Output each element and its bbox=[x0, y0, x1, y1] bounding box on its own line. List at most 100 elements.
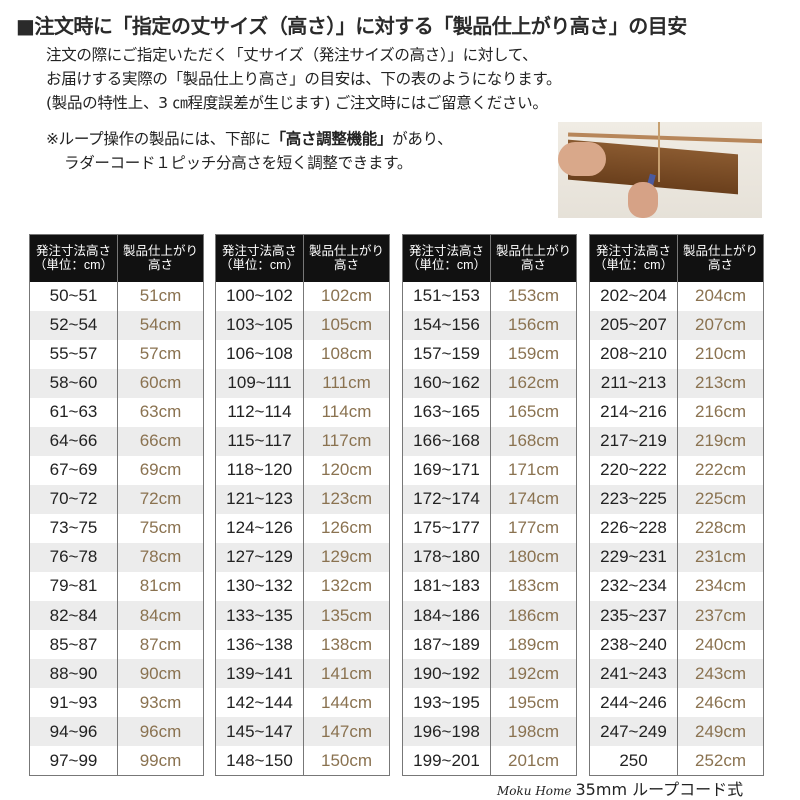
table-row: 220~222 222cm bbox=[589, 455, 764, 485]
table-row: 214~216 216cm bbox=[589, 397, 764, 427]
table-row: 193~195 195cm bbox=[402, 688, 577, 718]
order-size-cell: 211~213 bbox=[589, 368, 678, 398]
order-size-cell: 223~225 bbox=[589, 484, 678, 514]
order-size-cell: 181~183 bbox=[402, 571, 491, 602]
table-row: 124~126 126cm bbox=[215, 513, 390, 543]
table-row: 247~249 249cm bbox=[589, 717, 764, 747]
order-size-cell: 241~243 bbox=[589, 659, 678, 689]
order-size-cell: 109~111 bbox=[215, 368, 304, 398]
size-table: 発注寸法高さ （単位：cm） 製品仕上がり 高さ 202~204 204cm 205~207… bbox=[589, 234, 764, 776]
table-row: 250 252cm bbox=[589, 746, 764, 776]
table-row: 106~108 108cm bbox=[215, 339, 390, 369]
order-size-cell: 130~132 bbox=[215, 571, 304, 602]
order-size-cell: 82~84 bbox=[29, 601, 118, 631]
header-finished-height: 製品仕上がり 高さ bbox=[677, 234, 764, 282]
finished-height-cell: 222cm bbox=[677, 455, 764, 485]
finished-height-cell: 174cm bbox=[490, 484, 577, 514]
table-row: 154~156 156cm bbox=[402, 310, 577, 340]
order-size-cell: 169~171 bbox=[402, 455, 491, 485]
order-size-cell: 184~186 bbox=[402, 601, 491, 631]
order-size-cell: 217~219 bbox=[589, 426, 678, 456]
order-size-cell: 112~114 bbox=[215, 397, 304, 427]
finished-height-cell: 186cm bbox=[490, 601, 577, 631]
table-row: 184~186 186cm bbox=[402, 601, 577, 631]
finished-height-cell: 78cm bbox=[117, 542, 204, 572]
table-row: 136~138 138cm bbox=[215, 630, 390, 660]
finished-height-cell: 93cm bbox=[117, 688, 204, 718]
table-row: 112~114 114cm bbox=[215, 397, 390, 427]
table-row: 226~228 228cm bbox=[589, 513, 764, 543]
finished-height-cell: 84cm bbox=[117, 601, 204, 631]
table-row: 64~66 66cm bbox=[29, 426, 204, 456]
order-size-cell: 58~60 bbox=[29, 368, 118, 398]
finished-height-cell: 162cm bbox=[490, 368, 577, 398]
finished-height-cell: 120cm bbox=[303, 455, 390, 485]
order-size-cell: 61~63 bbox=[29, 397, 118, 427]
order-size-cell: 178~180 bbox=[402, 542, 491, 572]
table-row: 145~147 147cm bbox=[215, 717, 390, 747]
table-row: 241~243 243cm bbox=[589, 659, 764, 689]
intro-line-1: 注文の際にご指定いただく「丈サイズ（発注サイズの高さ）」に対して、 bbox=[46, 46, 538, 64]
table-row: 52~54 54cm bbox=[29, 310, 204, 340]
brand-logo: Moku Home bbox=[497, 784, 572, 798]
table-header: 発注寸法高さ （単位：cm） 製品仕上がり 高さ bbox=[589, 234, 764, 282]
table-row: 50~51 51cm bbox=[29, 281, 204, 311]
finished-height-cell: 156cm bbox=[490, 310, 577, 340]
table-row: 118~120 120cm bbox=[215, 455, 390, 485]
header-order-size: 発注寸法高さ （単位：cm） bbox=[402, 234, 491, 282]
finished-height-cell: 201cm bbox=[490, 746, 577, 776]
footer-text: 35mm ループコード式 bbox=[575, 780, 744, 799]
note-prefix: ※ループ操作の製品には、下部に bbox=[46, 130, 271, 148]
table-row: 169~171 171cm bbox=[402, 455, 577, 485]
order-size-cell: 91~93 bbox=[29, 688, 118, 718]
order-size-cell: 148~150 bbox=[215, 746, 304, 776]
finished-height-cell: 150cm bbox=[303, 746, 390, 776]
order-size-cell: 145~147 bbox=[215, 717, 304, 747]
finished-height-cell: 237cm bbox=[677, 601, 764, 631]
note-line-2: ラダーコード１ピッチ分高さを短く調整できます。 bbox=[64, 154, 413, 172]
table-row: 181~183 183cm bbox=[402, 571, 577, 602]
table-row: 202~204 204cm bbox=[589, 281, 764, 311]
order-size-cell: 100~102 bbox=[215, 281, 304, 311]
finished-height-cell: 210cm bbox=[677, 339, 764, 369]
note-bold: 「高さ調整機能」 bbox=[270, 130, 393, 148]
order-size-cell: 97~99 bbox=[29, 746, 118, 776]
finished-height-cell: 147cm bbox=[303, 717, 390, 747]
header-finished-height: 製品仕上がり 高さ bbox=[490, 234, 577, 282]
finished-height-cell: 66cm bbox=[117, 426, 204, 456]
order-size-cell: 103~105 bbox=[215, 310, 304, 340]
order-size-cell: 76~78 bbox=[29, 542, 118, 572]
finished-height-cell: 63cm bbox=[117, 397, 204, 427]
table-row: 67~69 69cm bbox=[29, 455, 204, 485]
order-size-cell: 205~207 bbox=[589, 310, 678, 340]
order-size-cell: 232~234 bbox=[589, 571, 678, 602]
header-finished-height: 製品仕上がり 高さ bbox=[303, 234, 390, 282]
finished-height-cell: 168cm bbox=[490, 426, 577, 456]
table-row: 178~180 180cm bbox=[402, 542, 577, 572]
order-size-cell: 202~204 bbox=[589, 281, 678, 311]
order-size-cell: 70~72 bbox=[29, 484, 118, 514]
product-photo bbox=[558, 122, 762, 218]
table-row: 163~165 165cm bbox=[402, 397, 577, 427]
order-size-cell: 52~54 bbox=[29, 310, 118, 340]
order-size-cell: 226~228 bbox=[589, 513, 678, 543]
table-header: 発注寸法高さ （単位：cm） 製品仕上がり 高さ bbox=[29, 234, 204, 282]
table-row: 121~123 123cm bbox=[215, 484, 390, 514]
finished-height-cell: 126cm bbox=[303, 513, 390, 543]
order-size-cell: 166~168 bbox=[402, 426, 491, 456]
intro-line-3: (製品の特性上、3 ㎝程度誤差が生じます) ご注文時にはご留意ください。 bbox=[46, 94, 548, 112]
size-table: 発注寸法高さ （単位：cm） 製品仕上がり 高さ 50~51 51cm 52~54 54cm 5… bbox=[29, 234, 204, 776]
table-row: 142~144 144cm bbox=[215, 688, 390, 718]
finished-height-cell: 219cm bbox=[677, 426, 764, 456]
finished-height-cell: 225cm bbox=[677, 484, 764, 514]
order-size-cell: 64~66 bbox=[29, 426, 118, 456]
finished-height-cell: 123cm bbox=[303, 484, 390, 514]
order-size-cell: 124~126 bbox=[215, 513, 304, 543]
finished-height-cell: 54cm bbox=[117, 310, 204, 340]
table-row: 127~129 129cm bbox=[215, 542, 390, 572]
order-size-cell: 151~153 bbox=[402, 281, 491, 311]
finished-height-cell: 207cm bbox=[677, 310, 764, 340]
finished-height-cell: 180cm bbox=[490, 542, 577, 572]
table-row: 205~207 207cm bbox=[589, 310, 764, 340]
finished-height-cell: 132cm bbox=[303, 571, 390, 602]
